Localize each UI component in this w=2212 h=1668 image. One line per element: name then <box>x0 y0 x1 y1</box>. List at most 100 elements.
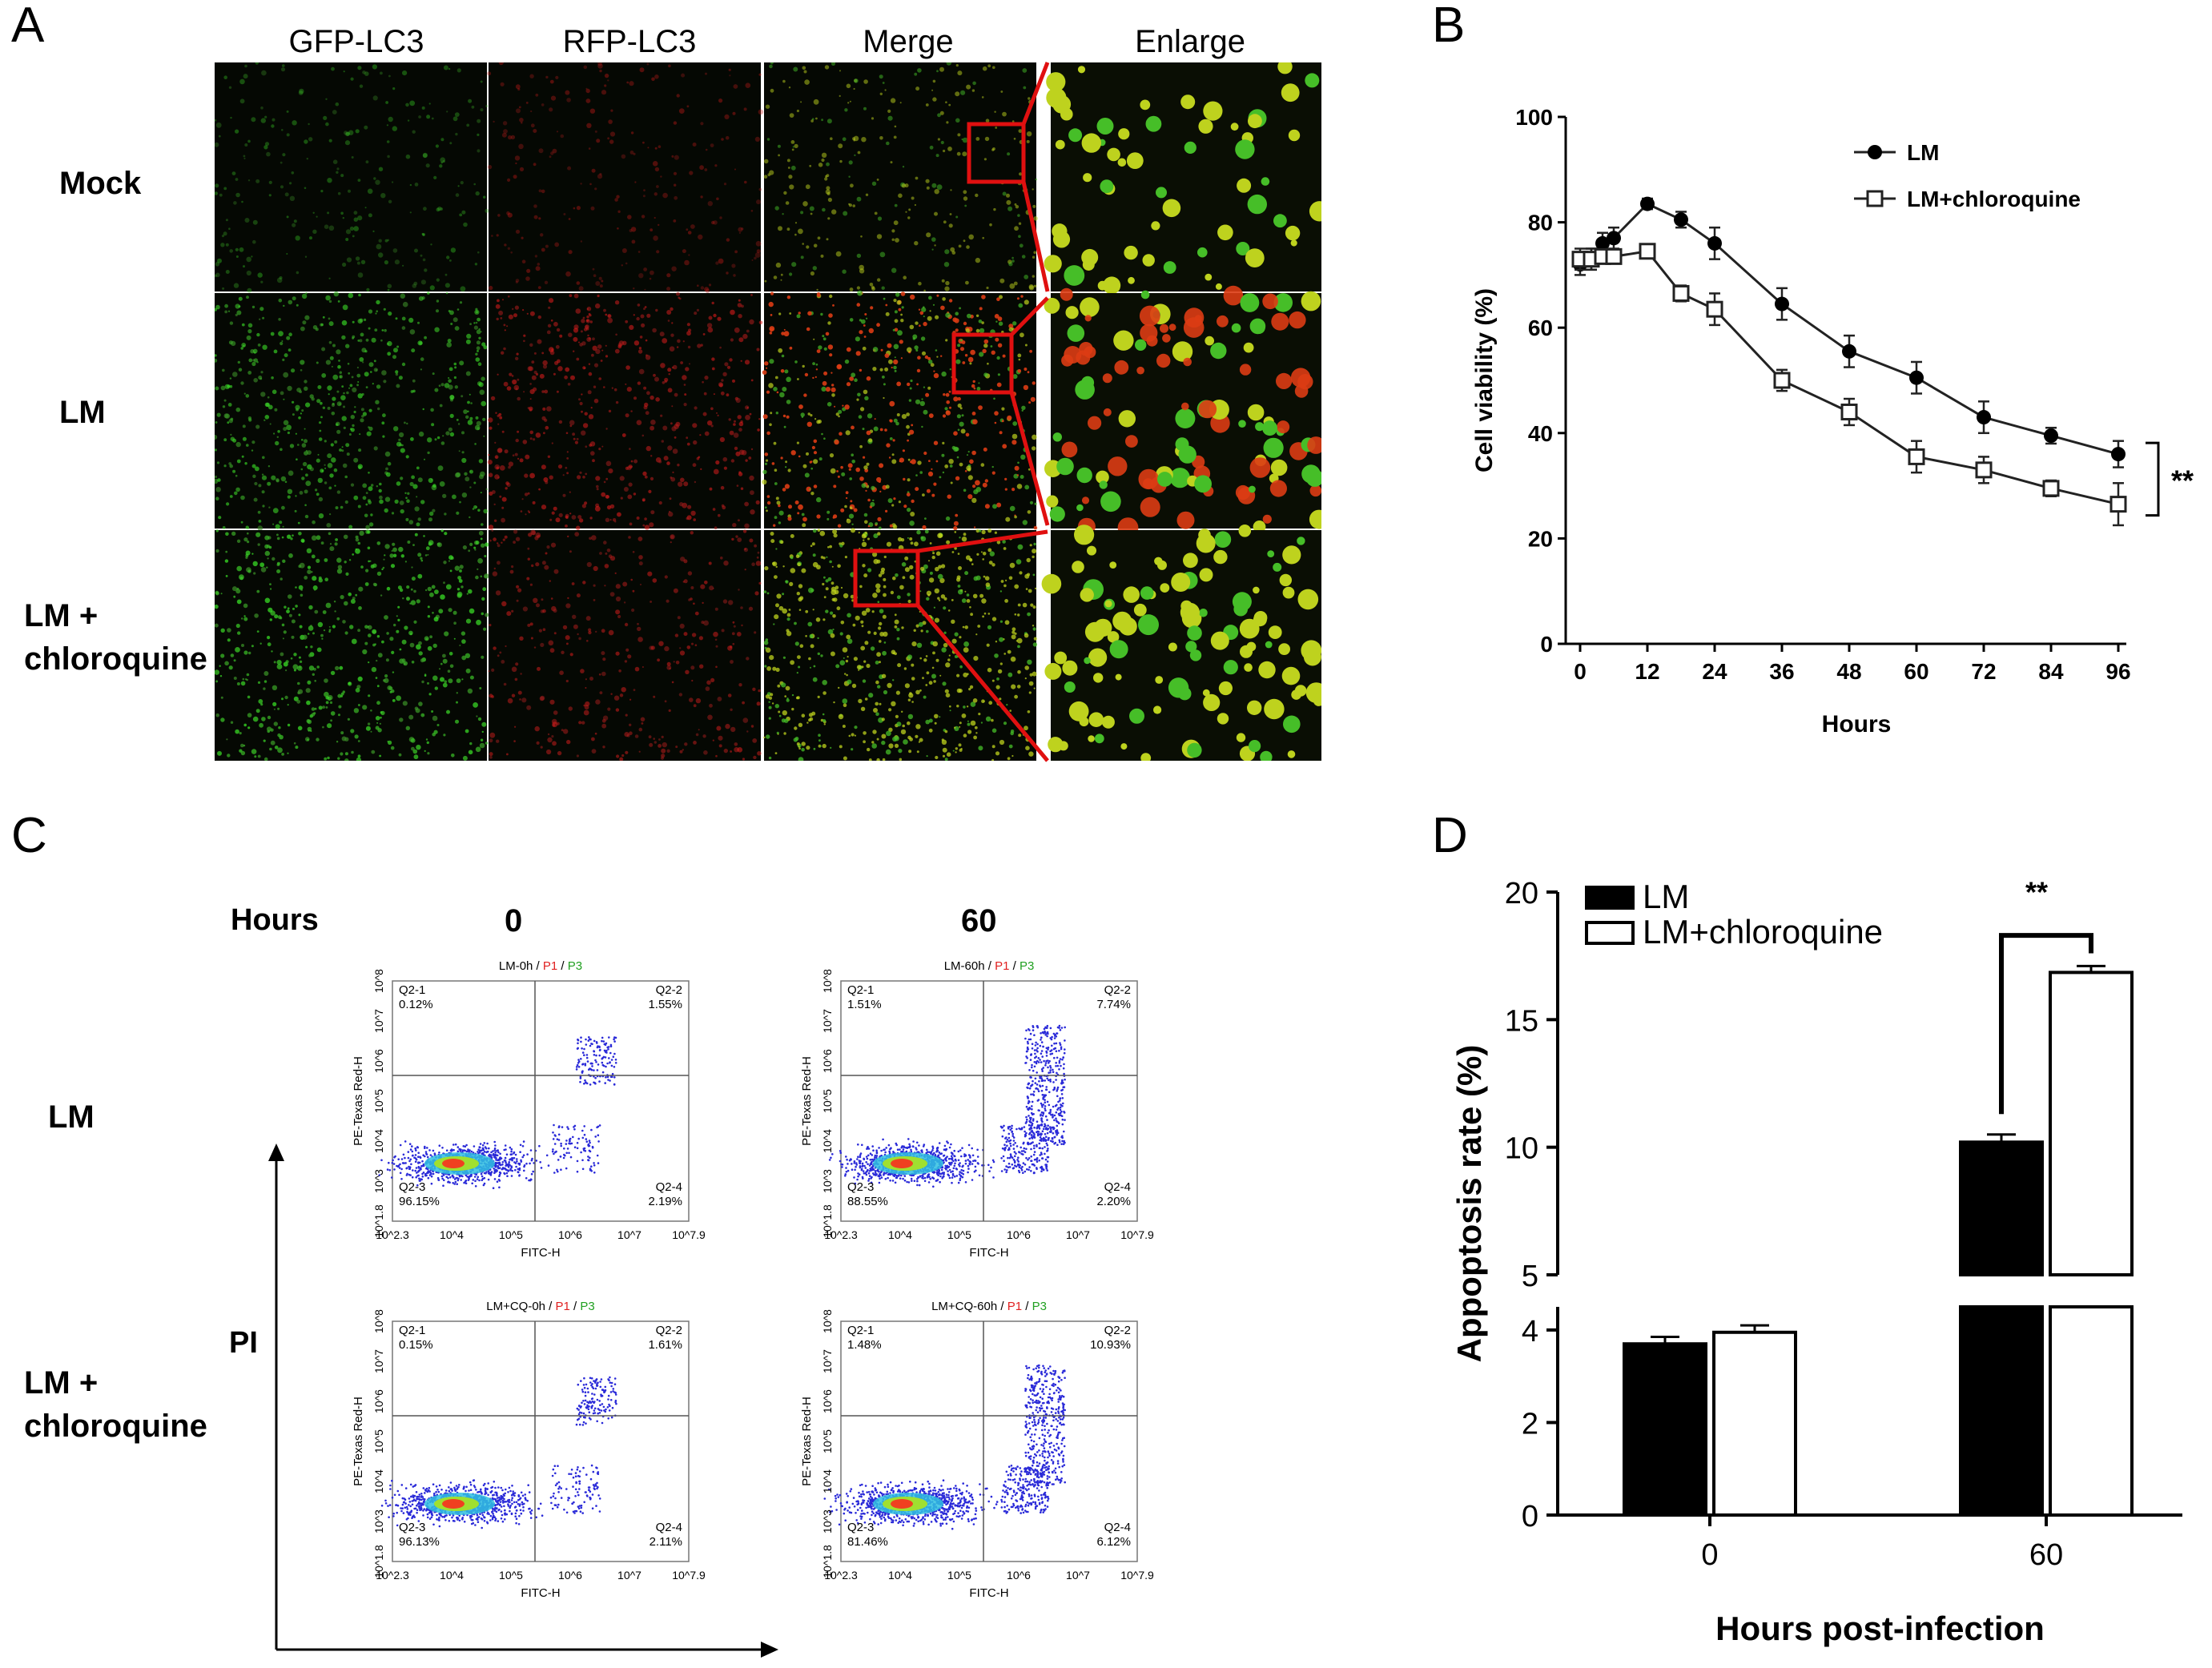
flow-y-tick: 10^3 <box>372 1169 385 1193</box>
data-point <box>2109 496 2127 513</box>
data-point <box>2111 447 2126 462</box>
flow-x-tick: 10^2.3 <box>824 1228 858 1241</box>
flow-x-tick: 10^6 <box>558 1228 582 1241</box>
flow-y-tick: 10^7 <box>821 1349 834 1373</box>
flow-y-tick: 10^4 <box>372 1129 385 1153</box>
time-header-0: 0 <box>505 903 523 939</box>
panel-d-letter: D <box>1432 808 1468 863</box>
flow-y-label: PE-Texas Red-H <box>800 1397 814 1486</box>
column-header-merge: Merge <box>863 24 954 59</box>
flow-x-label: FITC-H <box>969 1586 1008 1600</box>
significance-bracket <box>2146 441 2160 517</box>
flow-plot-title: LM+CQ-60h / P1 / P3 <box>931 1300 1047 1313</box>
y-tick-label: 15 <box>1505 1004 1538 1038</box>
quadrant-name-0: Q2-1 <box>847 1324 874 1337</box>
flow-plot-frame <box>392 980 690 1222</box>
flow-y-tick: 10^3 <box>372 1509 385 1533</box>
flow-row-label-lm-chloroquine: LM + chloroquine <box>24 1365 207 1444</box>
quadrant-percent-2: 81.46% <box>847 1535 888 1549</box>
flow-x-tick: 10^5 <box>947 1228 971 1241</box>
axis-break-gap <box>1559 1277 2184 1304</box>
bar-upper-0-1 <box>1959 1140 2044 1276</box>
flow-x-tick: 10^4 <box>888 1228 912 1241</box>
micrograph-grid <box>215 62 1321 761</box>
flow-y-label: PE-Texas Red-H <box>352 1056 365 1146</box>
flow-plot-0: LM-0h / P1 / P3 Q2-10.12% Q2-21.55% Q2-396.… <box>352 959 706 1260</box>
flow-y-tick: 10^5 <box>372 1089 385 1113</box>
quadrant-percent-0: 0.12% <box>399 998 433 1011</box>
flow-x-tick: 10^2.3 <box>376 1228 409 1241</box>
flow-x-tick: 10^7.9 <box>1120 1228 1154 1241</box>
flow-y-label: PE-Texas Red-H <box>352 1397 365 1486</box>
quadrant-name-1: Q2-2 <box>656 983 682 997</box>
flow-x-tick: 10^7 <box>617 1569 641 1582</box>
quadrant-name-0: Q2-1 <box>847 983 874 997</box>
quadrant-name-3: Q2-4 <box>1104 1521 1131 1534</box>
row-label-lm: LM <box>59 395 106 430</box>
x-tick-label: 24 <box>1702 659 1727 684</box>
flow-y-tick: 10^1.8 <box>821 1204 834 1238</box>
quadrant-percent-2: 88.55% <box>847 1195 888 1208</box>
y-tick-label: 40 <box>1528 421 1553 446</box>
row-label-mock: Mock <box>59 166 142 201</box>
flow-y-tick: 10^1.8 <box>821 1545 834 1578</box>
column-header-enlarge: Enlarge <box>1135 24 1245 59</box>
column-header-rfp: RFP-LC3 <box>562 24 697 59</box>
flow-x-tick: 10^7 <box>617 1228 641 1241</box>
quadrant-name-0: Q2-1 <box>399 983 425 997</box>
x-tick-label: 48 <box>1836 659 1861 684</box>
data-point <box>1672 284 1690 302</box>
quadrant-name-3: Q2-4 <box>656 1521 682 1534</box>
data-point <box>1842 344 1856 359</box>
line-chart-cell-viability: 0 20 40 60 80 100 0 12 24 36 48 60 72 84 96 Hours Cell v… <box>1471 105 2194 738</box>
legend-label-1: LM+chloroquine <box>1907 187 2081 211</box>
micrograph-r1-c2 <box>762 290 1038 531</box>
quadrant-percent-3: 2.11% <box>650 1535 682 1549</box>
bar-1-0 <box>1712 1330 1797 1517</box>
data-point <box>1977 410 1991 425</box>
flow-x-tick: 10^6 <box>558 1569 582 1582</box>
flow-x-tick: 10^7.9 <box>1120 1569 1154 1582</box>
flow-y-tick: 10^5 <box>372 1429 385 1453</box>
x-tick-label: 72 <box>1971 659 1996 684</box>
quadrant-percent-3: 2.20% <box>1096 1195 1131 1208</box>
panel-a-letter: A <box>11 0 45 53</box>
flow-y-tick: 10^7 <box>372 1349 385 1373</box>
flow-plot-2: LM+CQ-0h / P1 / P3 Q2-10.15% Q2-21.61% Q2-3… <box>352 1300 706 1600</box>
bar-lower-1-1 <box>2049 1305 2134 1517</box>
flow-row-label-lm: LM <box>48 1099 95 1135</box>
flow-plot-title: LM-60h / P1 / P3 <box>944 959 1035 973</box>
quadrant-name-3: Q2-4 <box>1104 1180 1131 1194</box>
quadrant-percent-1: 1.55% <box>648 998 682 1011</box>
flow-y-tick: 10^5 <box>821 1089 834 1113</box>
data-point <box>1640 196 1655 211</box>
column-header-gfp: GFP-LC3 <box>288 24 424 59</box>
data-point <box>1605 247 1623 265</box>
flow-x-tick: 10^4 <box>440 1228 464 1241</box>
y-axis-label: Cell viability (%) <box>1471 288 1498 472</box>
quadrant-name-1: Q2-2 <box>656 1324 682 1337</box>
data-point <box>1775 296 1789 311</box>
quadrant-percent-2: 96.13% <box>399 1535 440 1549</box>
quadrant-name-2: Q2-3 <box>847 1521 874 1534</box>
flow-x-tick: 10^2.3 <box>824 1569 858 1582</box>
legend-label-1: LM+chloroquine <box>1643 913 1883 951</box>
flow-x-tick: 10^4 <box>888 1569 912 1582</box>
x-tick-label: 12 <box>1635 659 1659 684</box>
y-tick-label: 5 <box>1522 1260 1538 1293</box>
quadrant-percent-3: 6.12% <box>1096 1535 1131 1549</box>
flow-y-tick: 10^5 <box>821 1429 834 1453</box>
y-tick-label: 20 <box>1505 877 1538 910</box>
y-axis-label: Appoptosis rate (%) <box>1450 1045 1488 1363</box>
x-tick-label: 60 <box>1904 659 1928 684</box>
micrograph-r0-c1 <box>487 62 764 294</box>
micrograph-r2-c3 <box>1041 525 1321 761</box>
data-point <box>1639 243 1656 260</box>
flow-y-tick: 10^1.8 <box>372 1204 385 1238</box>
flow-y-tick: 10^6 <box>372 1389 385 1413</box>
flow-x-tick: 10^7 <box>1066 1569 1090 1582</box>
data-point <box>1674 212 1688 227</box>
flow-y-tick: 10^4 <box>821 1129 834 1153</box>
quadrant-percent-1: 10.93% <box>1090 1338 1131 1352</box>
